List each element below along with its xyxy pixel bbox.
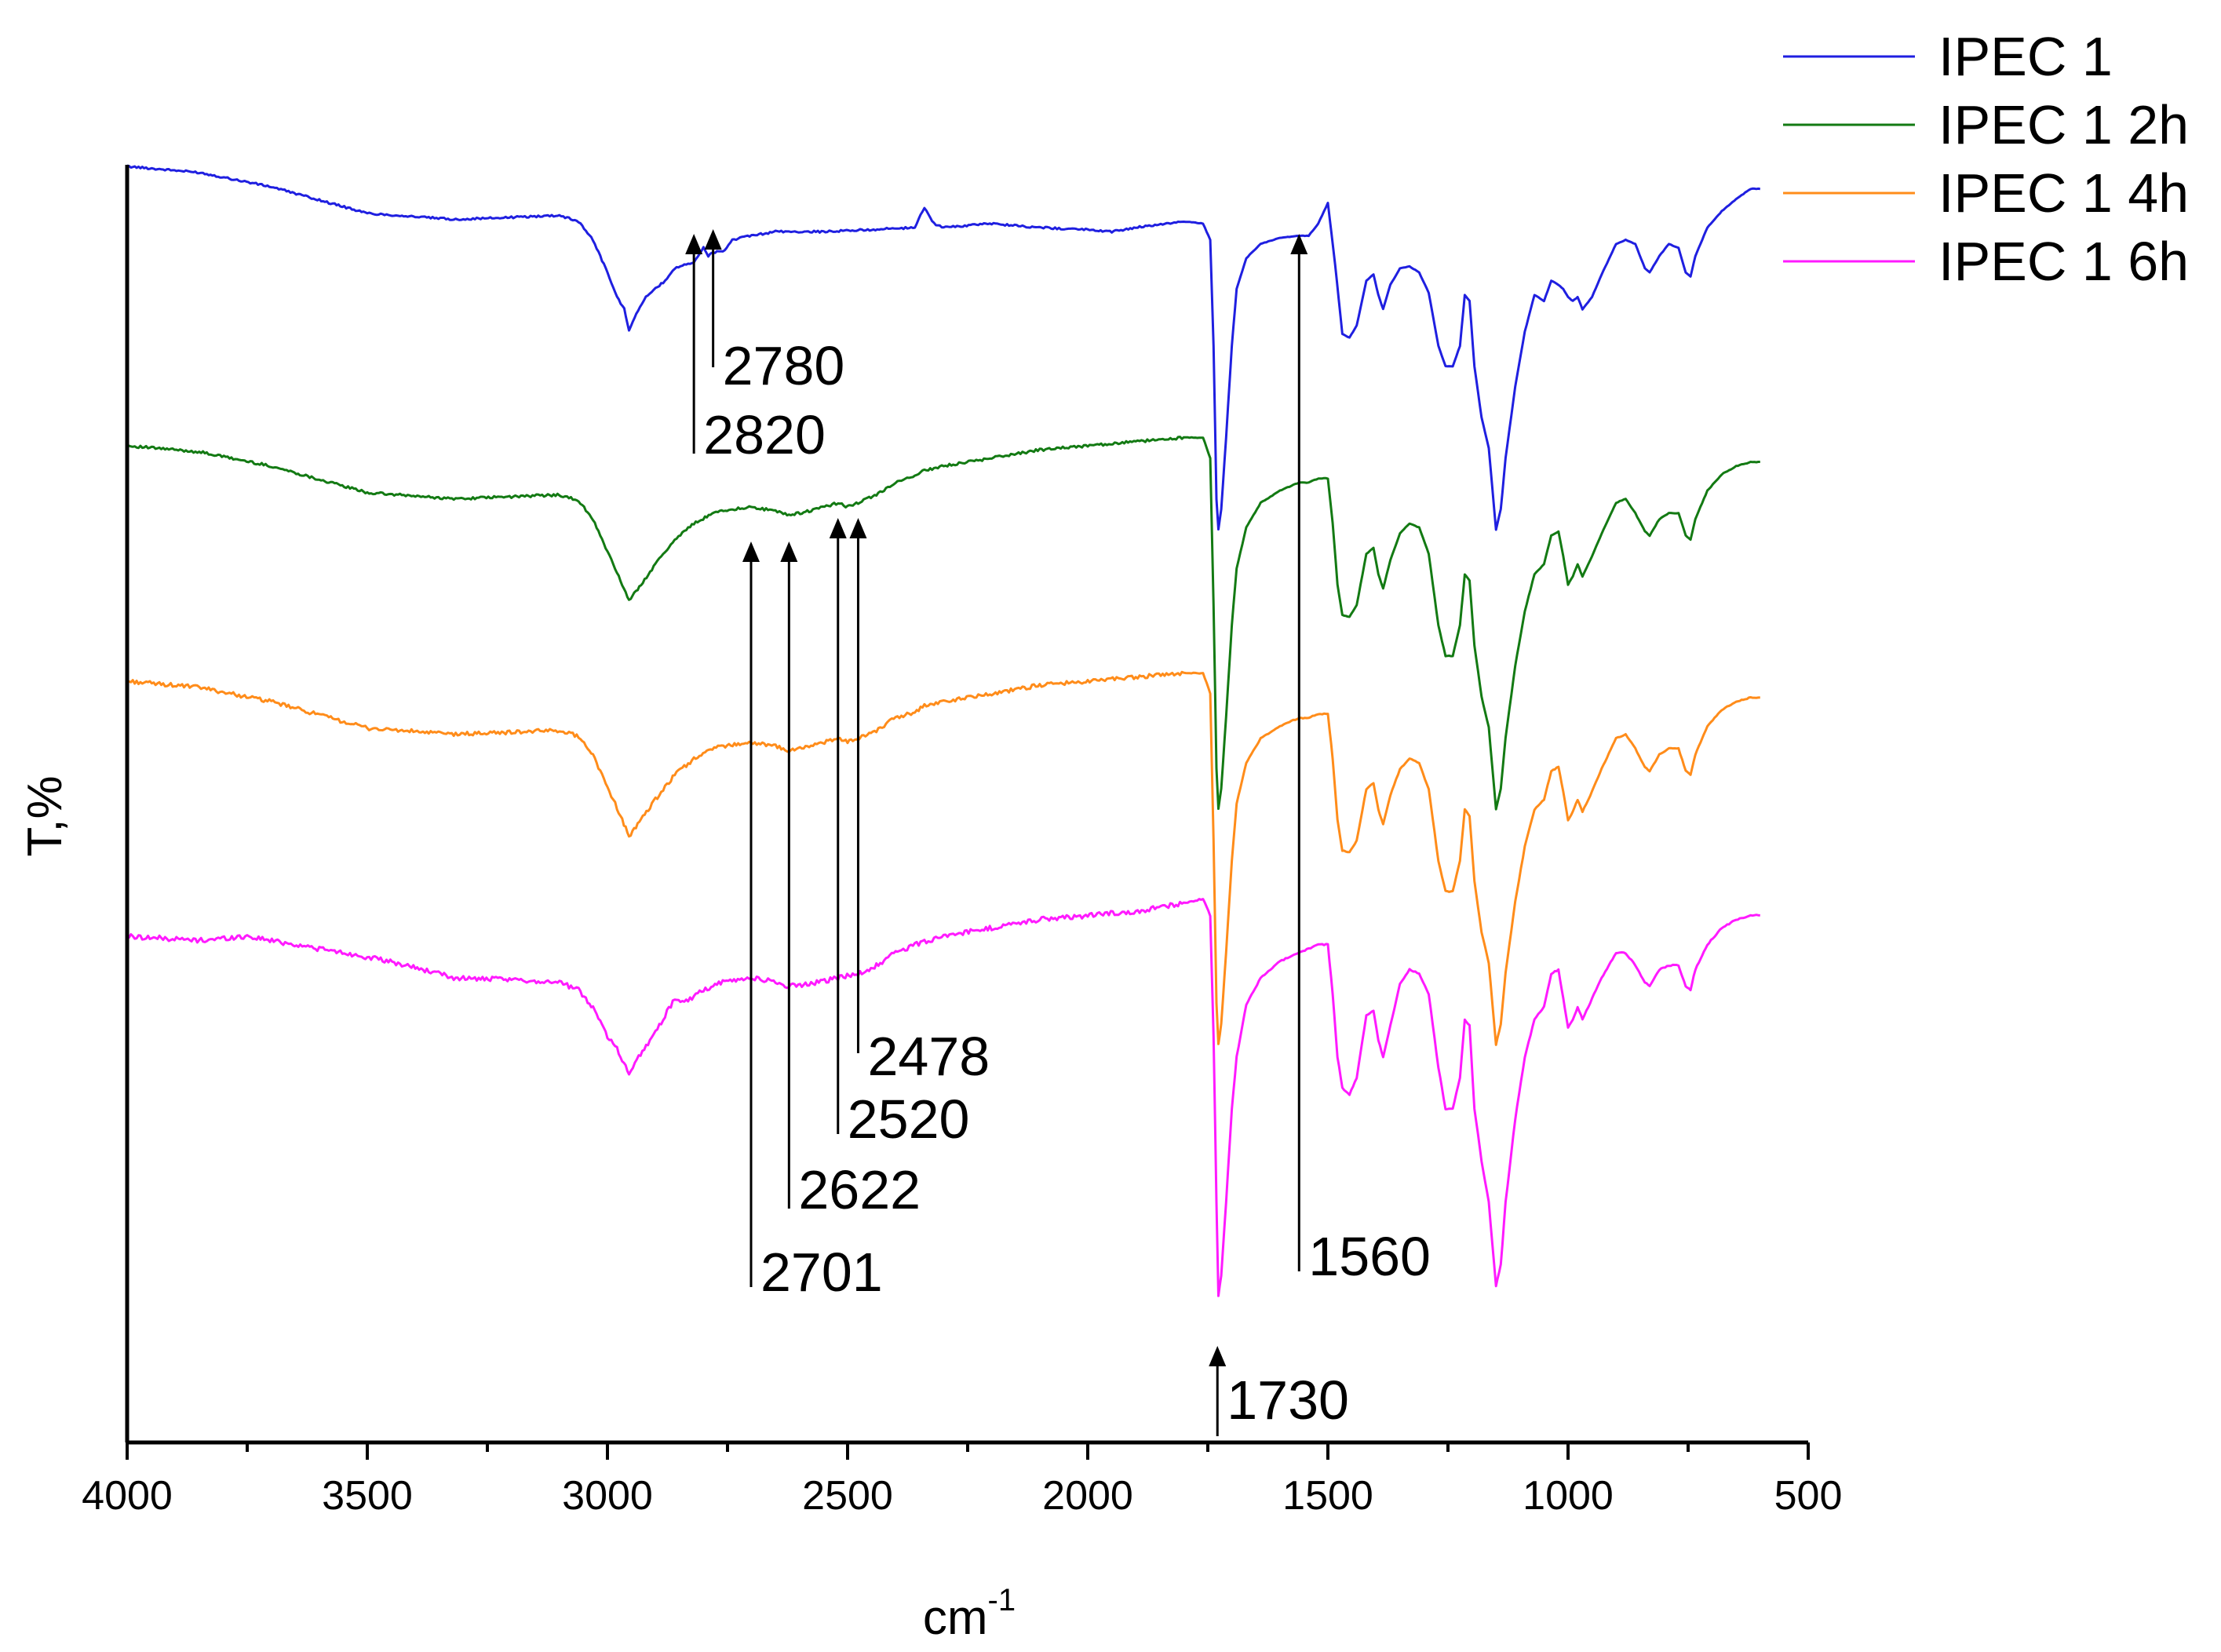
series-layer bbox=[126, 164, 1760, 1297]
legend-label-4: IPEC 1 6h bbox=[1938, 231, 2189, 292]
annotation-arrowhead-2520 bbox=[829, 518, 847, 538]
legend: IPEC 1 IPEC 1 2h IPEC 1 4h IPEC 1 6h bbox=[1783, 26, 2189, 292]
y-axis-title: T,% bbox=[18, 775, 72, 856]
annotation-label-1560: 1560 bbox=[1308, 1226, 1431, 1287]
annotation-label-2478: 2478 bbox=[867, 1026, 990, 1087]
annotation-label-2520: 2520 bbox=[848, 1089, 970, 1150]
series-line-2 bbox=[126, 436, 1760, 811]
series-line-4 bbox=[126, 898, 1760, 1297]
x-tick-label-2500: 2500 bbox=[802, 1473, 893, 1519]
x-axis-title-superscript: -1 bbox=[988, 1583, 1016, 1617]
legend-label-1: IPEC 1 bbox=[1938, 26, 2113, 87]
x-ticks: 4000 3500 3000 2500 2000 1500 1000 500 bbox=[82, 1442, 1842, 1519]
annotation-label-2780: 2780 bbox=[723, 335, 845, 396]
legend-label-2: IPEC 1 2h bbox=[1938, 94, 2189, 155]
annotation-arrowhead-1730 bbox=[1209, 1346, 1227, 1366]
annotation-arrowhead-2780 bbox=[704, 229, 722, 250]
series-line-3 bbox=[126, 670, 1760, 1046]
annotation-label-2622: 2622 bbox=[798, 1159, 921, 1220]
annotation-label-2820: 2820 bbox=[703, 404, 826, 465]
annotation-arrowhead-2701 bbox=[742, 542, 760, 562]
x-axis-title: cm-1 bbox=[923, 1583, 1016, 1645]
series-line-1 bbox=[126, 164, 1760, 531]
axes-layer bbox=[125, 165, 1808, 1445]
annotation-arrowhead-2478 bbox=[849, 518, 867, 538]
x-tick-label-3500: 3500 bbox=[322, 1473, 413, 1519]
annotation-arrowhead-2820 bbox=[685, 234, 703, 254]
annotation-label-2701: 2701 bbox=[760, 1242, 883, 1303]
x-tick-label-1500: 1500 bbox=[1282, 1473, 1373, 1519]
x-tick-label-4000: 4000 bbox=[82, 1473, 173, 1519]
x-tick-label-1000: 1000 bbox=[1523, 1473, 1614, 1519]
annotation-label-1730: 1730 bbox=[1227, 1369, 1349, 1431]
x-tick-label-3000: 3000 bbox=[562, 1473, 653, 1519]
annotation-arrowhead-1560 bbox=[1290, 234, 1308, 254]
x-axis-title-base: cm bbox=[923, 1591, 988, 1645]
annotation-arrowhead-2622 bbox=[780, 542, 798, 562]
x-tick-label-500: 500 bbox=[1774, 1473, 1843, 1519]
legend-label-3: IPEC 1 4h bbox=[1938, 162, 2189, 224]
x-tick-label-2000: 2000 bbox=[1042, 1473, 1133, 1519]
